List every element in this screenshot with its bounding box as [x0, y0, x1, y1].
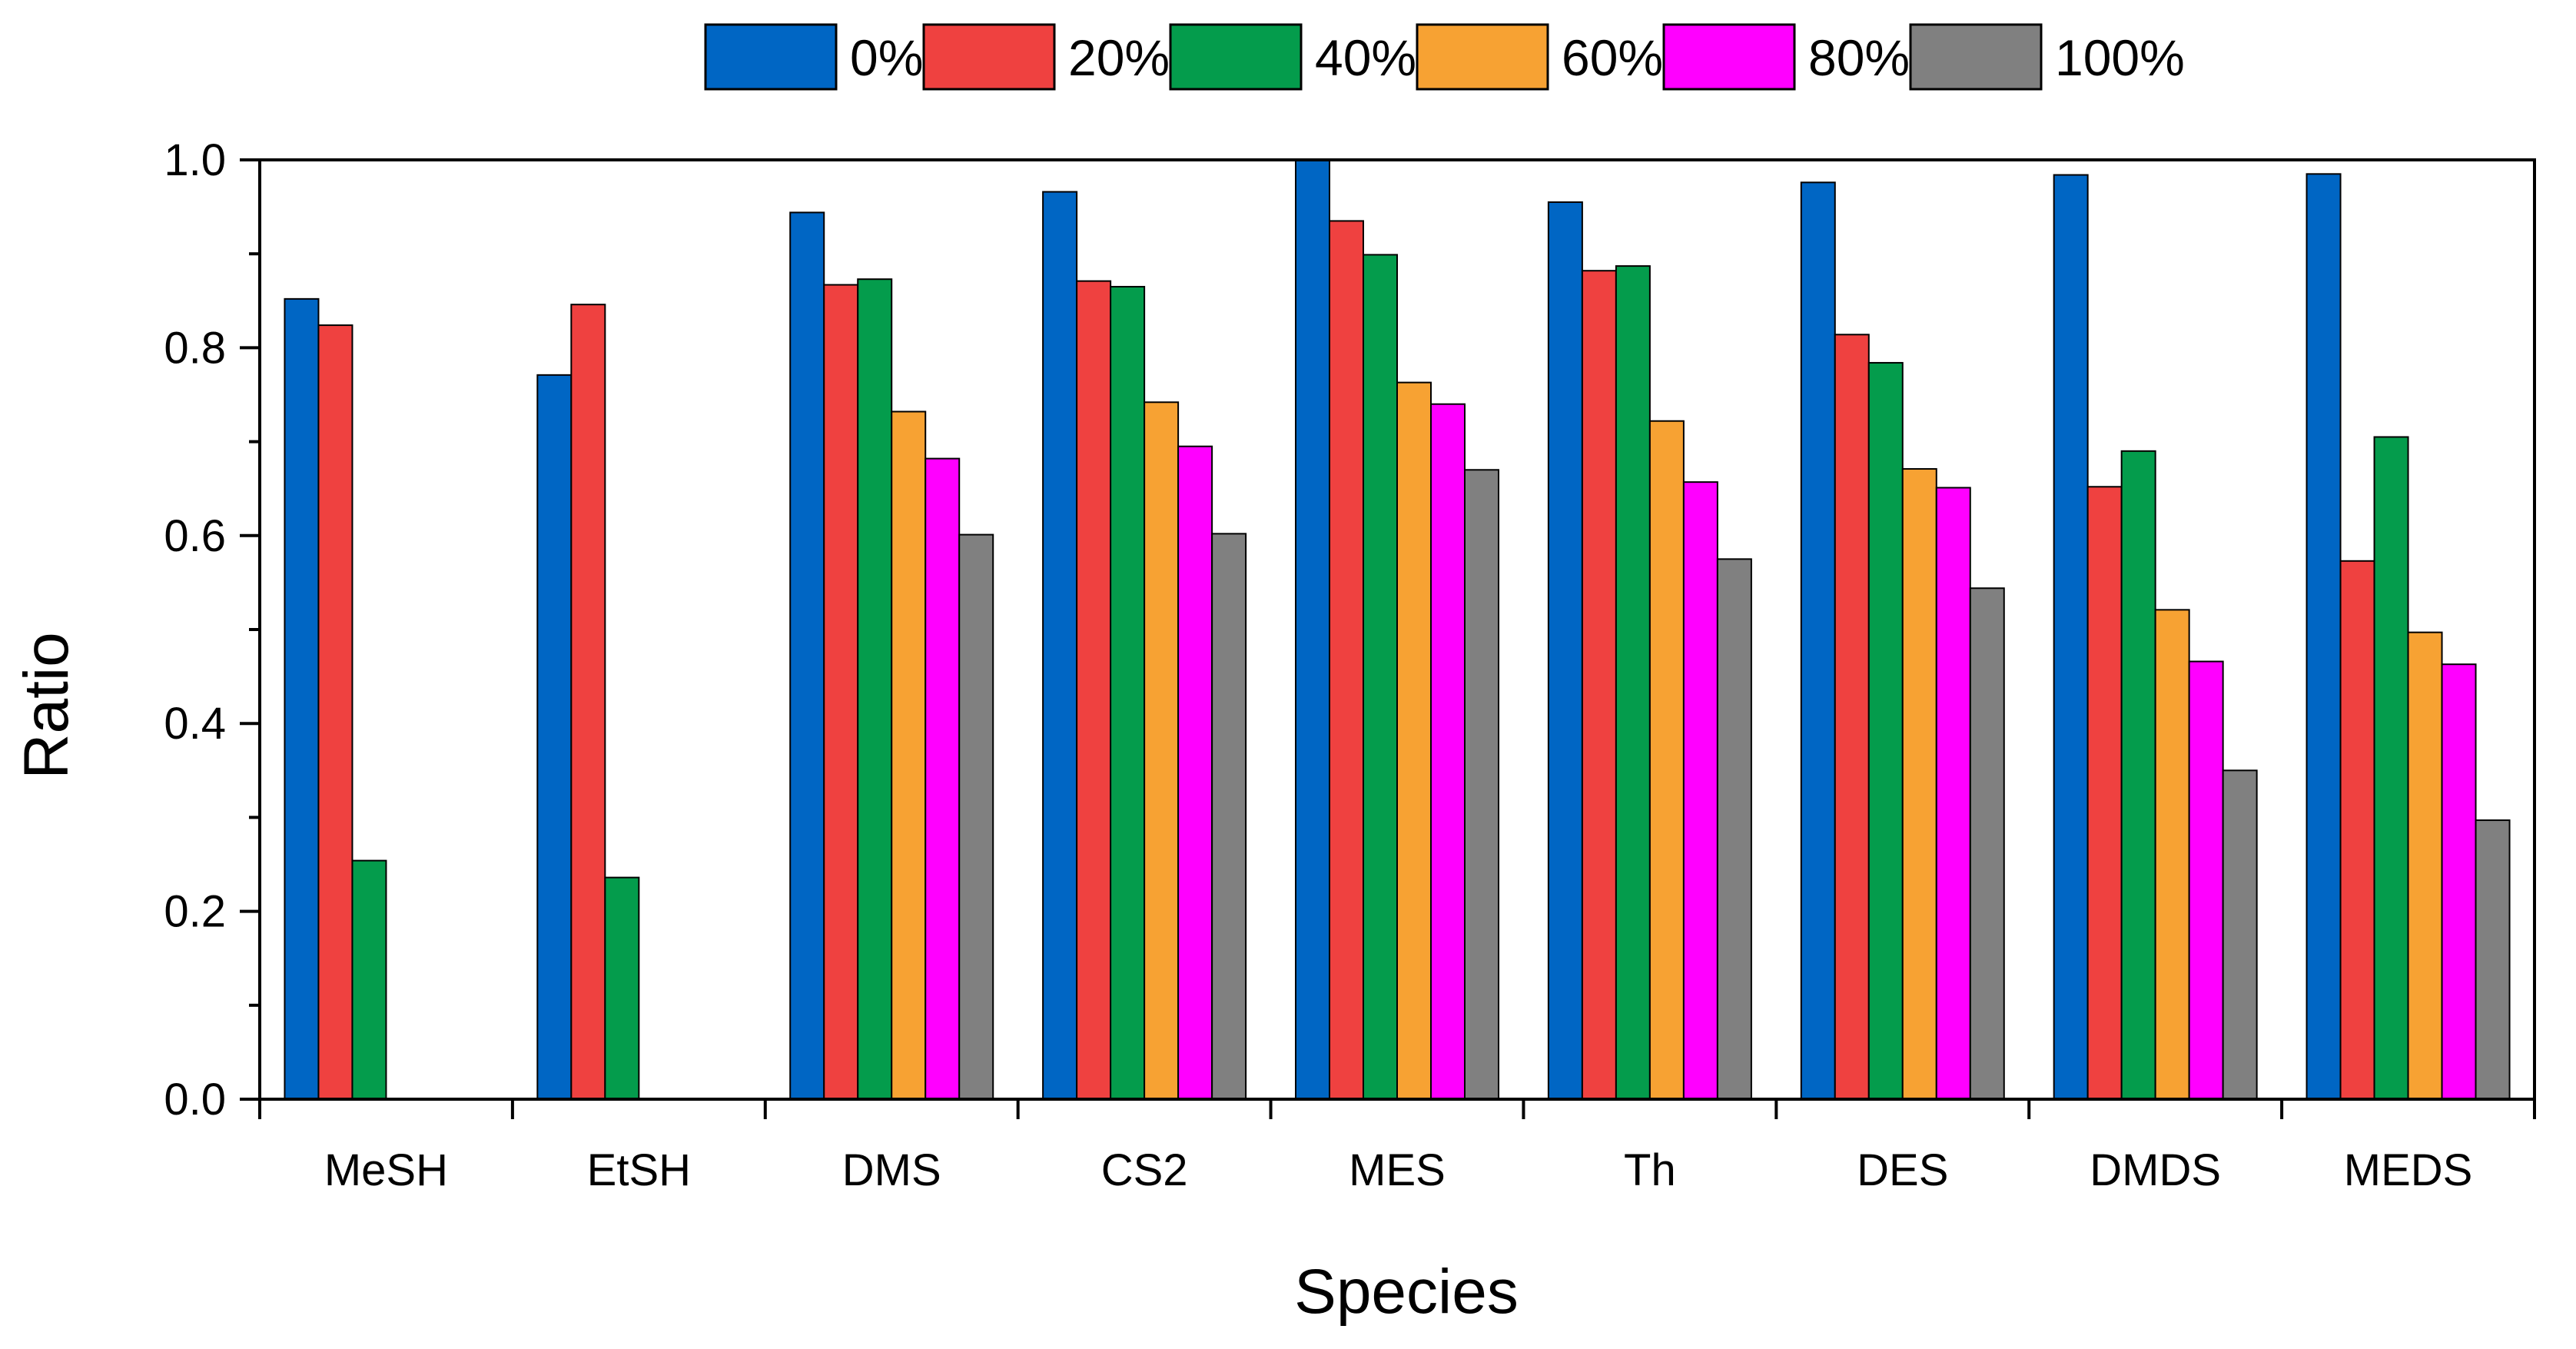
bar-meds-80pct — [2441, 663, 2477, 1100]
bar-etsh-40pct — [604, 876, 640, 1101]
x-tick-label-meds: MEDS — [2344, 1145, 2473, 1195]
legend-label-60pct: 60% — [1562, 29, 1663, 86]
bar-cs2-0pct — [1042, 191, 1078, 1101]
legend-swatch-80pct — [1662, 23, 1796, 91]
y-tick-label: 0.4 — [164, 699, 226, 749]
bar-th-20pct — [1581, 270, 1617, 1100]
y-tick-label: 0.8 — [164, 323, 226, 373]
bar-mes-20pct — [1329, 220, 1364, 1100]
bar-mesh-20pct — [317, 324, 354, 1100]
y-tick-label: 0.2 — [164, 887, 226, 937]
bar-dms-20pct — [823, 284, 859, 1100]
bar-des-40pct — [1867, 361, 1904, 1100]
legend-swatch-60pct — [1416, 23, 1549, 91]
bar-mes-0pct — [1295, 159, 1330, 1100]
bar-dms-80pct — [925, 457, 961, 1100]
bar-dms-100pct — [958, 533, 994, 1100]
legend-label-40pct: 40% — [1315, 29, 1416, 86]
bar-dms-0pct — [789, 211, 825, 1100]
bar-meds-20pct — [2339, 560, 2375, 1100]
bar-dmds-40pct — [2120, 450, 2156, 1100]
bar-mes-80pct — [1430, 403, 1466, 1100]
bar-dmds-80pct — [2188, 660, 2224, 1100]
bar-th-100pct — [1716, 558, 1752, 1100]
y-tick-label: 0.6 — [164, 511, 226, 561]
legend-label-80pct: 80% — [1808, 29, 1910, 86]
axes: 0.0 0.2 0.4 0.6 0.8 1.0 MeSH EtSH DMS CS2 MES Th DES… — [164, 135, 2536, 1195]
x-tick-label-des: DES — [1857, 1145, 1948, 1195]
bar-dmds-100pct — [2222, 769, 2258, 1100]
x-tick-label-th: Th — [1624, 1145, 1676, 1195]
bar-mesh-40pct — [351, 859, 387, 1101]
bar-th-40pct — [1615, 265, 1651, 1100]
bar-des-20pct — [1834, 334, 1870, 1100]
bar-meds-40pct — [2373, 436, 2409, 1100]
bar-meds-60pct — [2407, 631, 2443, 1100]
bar-mes-60pct — [1396, 381, 1432, 1100]
bar-dmds-0pct — [2053, 174, 2089, 1100]
bars — [284, 159, 2511, 1101]
legend: 0% 20% 40% 60% 80% 100% — [704, 23, 2185, 91]
legend-swatch-0pct — [704, 23, 838, 91]
bar-etsh-20pct — [570, 304, 606, 1100]
bar-dmds-60pct — [2154, 609, 2190, 1100]
bar-dmds-20pct — [2086, 486, 2123, 1100]
bar-cs2-20pct — [1076, 280, 1112, 1101]
bar-cs2-100pct — [1211, 533, 1247, 1100]
x-tick-label-dmds: DMDS — [2090, 1145, 2221, 1195]
y-axis-title: Ratio — [12, 632, 81, 779]
bar-cs2-60pct — [1144, 401, 1180, 1100]
bar-dms-40pct — [857, 278, 893, 1101]
x-tick-label-dms: DMS — [842, 1145, 941, 1195]
x-tick-label-etsh: EtSH — [587, 1145, 691, 1195]
bar-cs2-80pct — [1177, 445, 1213, 1100]
x-tick-label-mes: MES — [1349, 1145, 1446, 1195]
legend-label-20pct: 20% — [1068, 29, 1170, 86]
legend-swatch-20pct — [922, 23, 1056, 91]
bar-th-60pct — [1648, 420, 1685, 1100]
bar-dms-60pct — [891, 410, 927, 1100]
legend-swatch-40pct — [1169, 23, 1303, 91]
bar-des-100pct — [1969, 587, 2005, 1100]
y-tick-label: 0.0 — [164, 1075, 226, 1125]
bar-etsh-0pct — [536, 374, 573, 1100]
bar-cs2-40pct — [1110, 285, 1146, 1101]
legend-label-100pct: 100% — [2055, 29, 2185, 86]
bar-mes-100pct — [1464, 469, 1499, 1100]
y-tick-label: 1.0 — [164, 135, 226, 185]
x-tick-label-cs2: CS2 — [1101, 1145, 1188, 1195]
bar-des-80pct — [1935, 487, 1971, 1100]
bar-meds-100pct — [2475, 819, 2511, 1101]
legend-swatch-100pct — [1909, 23, 2043, 91]
bar-mesh-0pct — [284, 297, 320, 1101]
bar-meds-0pct — [2305, 173, 2342, 1101]
bar-th-0pct — [1547, 201, 1583, 1100]
bar-des-0pct — [1800, 181, 1836, 1100]
x-tick-label-mesh: MeSH — [324, 1145, 448, 1195]
bar-des-60pct — [1901, 468, 1937, 1100]
legend-label-0pct: 0% — [850, 29, 923, 86]
x-axis-title: Species — [1294, 1257, 1519, 1327]
bar-th-80pct — [1682, 481, 1718, 1100]
bar-mes-40pct — [1363, 254, 1398, 1100]
